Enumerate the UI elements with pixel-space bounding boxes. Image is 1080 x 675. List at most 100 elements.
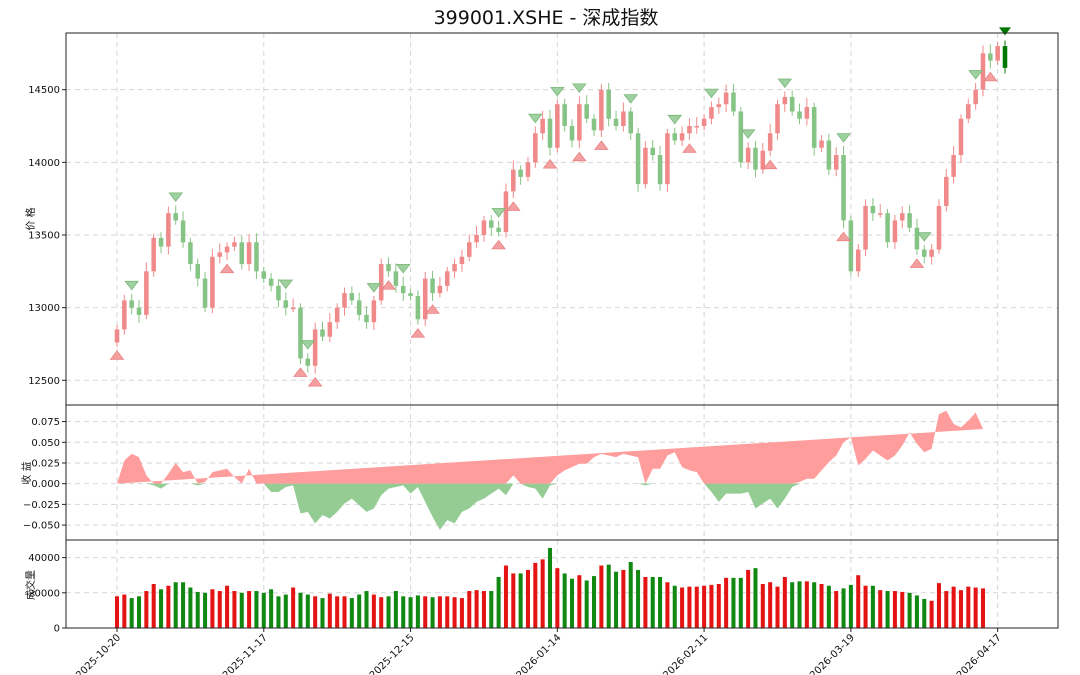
buy-marker <box>572 151 587 162</box>
volume-bar <box>496 576 501 628</box>
volume-bar <box>966 586 971 628</box>
volume-bar <box>533 562 538 628</box>
candle-body <box>921 249 927 257</box>
volume-bar <box>276 596 281 628</box>
candle-body <box>833 155 839 170</box>
volume-bar <box>459 598 464 628</box>
volume-bar <box>892 591 897 628</box>
candle-body <box>907 213 912 228</box>
candle-body <box>591 118 597 131</box>
candle-body <box>371 300 377 323</box>
volume-bar <box>584 580 589 628</box>
sell-marker <box>124 280 139 291</box>
volume-bar <box>680 587 685 628</box>
x-tick-label: 2026-01-14 <box>515 632 564 675</box>
buy-marker <box>307 376 323 387</box>
volume-bar <box>203 592 208 628</box>
volume-panel: 0 20000 40000 <box>28 539 1059 635</box>
candle-body <box>437 285 443 294</box>
x-tick-label: 2025-12-15 <box>368 632 417 675</box>
candle-body <box>701 118 707 126</box>
sell-marker <box>395 263 411 274</box>
volume-bar <box>562 573 567 628</box>
candle-body <box>378 264 384 301</box>
volume-bar <box>181 582 186 628</box>
candle-body <box>459 256 465 265</box>
candle-body <box>334 307 340 323</box>
volume-bar <box>628 562 633 628</box>
volume-bar <box>687 586 692 628</box>
price-tick-label: 12500 <box>28 376 60 387</box>
volume-bar <box>401 596 406 628</box>
volume-bar <box>269 589 274 628</box>
volume-bar <box>547 547 553 628</box>
candle-body <box>657 155 663 185</box>
candle-body <box>855 249 861 272</box>
candle-body <box>731 92 736 112</box>
candle-body <box>305 358 311 366</box>
sell-marker <box>300 340 316 350</box>
volume-bar <box>474 590 479 628</box>
candle-body <box>892 220 898 243</box>
candle-body <box>327 322 333 337</box>
volume-bar <box>518 573 523 628</box>
volume-bar <box>958 590 963 628</box>
volume-bar <box>951 586 956 628</box>
volume-bar <box>136 596 142 628</box>
returns-tick-label: 0.000 <box>31 479 60 490</box>
price-tick-label: 13000 <box>28 303 60 314</box>
candle-body <box>826 140 832 170</box>
candle-body <box>422 278 428 320</box>
volume-bar <box>819 584 824 628</box>
candle-body <box>474 234 479 243</box>
volume-bar <box>540 559 545 628</box>
volume-bar <box>217 591 222 628</box>
volume-bar <box>694 586 699 628</box>
candle-body <box>1002 46 1008 68</box>
volume-bar <box>166 585 171 628</box>
volume-bar <box>122 594 127 628</box>
candle-body <box>268 278 274 286</box>
sell-marker <box>667 114 683 125</box>
candle-body <box>687 126 692 134</box>
candle-body <box>848 220 854 272</box>
volume-bar <box>870 585 875 628</box>
volume-bar <box>804 581 809 628</box>
buy-marker <box>762 159 778 170</box>
volume-bar <box>724 577 729 628</box>
candle-body <box>202 278 208 308</box>
price-tick-label: 14000 <box>28 158 60 169</box>
volume-bar <box>878 590 883 628</box>
volume-bar <box>298 592 303 628</box>
candle-body <box>679 133 685 141</box>
returns-tick-label: 0.050 <box>31 438 60 449</box>
candle-body <box>775 104 780 134</box>
volume-bar <box>489 591 494 628</box>
candle-body <box>114 329 120 343</box>
volume-bar <box>327 593 332 628</box>
candle-body <box>246 242 252 265</box>
volume-bar <box>335 596 340 628</box>
buy-marker <box>983 71 998 82</box>
buy-marker <box>505 201 521 211</box>
candle-body <box>745 147 751 163</box>
volume-bar <box>738 577 743 628</box>
buy-marker <box>293 367 308 377</box>
returns-negative-area <box>117 483 983 531</box>
volume-bar <box>247 591 252 628</box>
sell-marker <box>168 192 184 202</box>
volume-bar <box>423 596 428 628</box>
candle-body <box>650 147 656 156</box>
volume-bar <box>841 588 846 628</box>
candle-body <box>635 133 641 185</box>
candle-body <box>899 213 905 221</box>
candle-body <box>158 237 164 247</box>
sell-marker <box>740 129 756 139</box>
candle-body <box>430 278 435 294</box>
candle-body <box>709 107 714 119</box>
candle-body <box>767 133 773 151</box>
buy-marker <box>836 231 851 242</box>
volume-bar <box>239 592 244 628</box>
candle-body <box>555 104 560 148</box>
